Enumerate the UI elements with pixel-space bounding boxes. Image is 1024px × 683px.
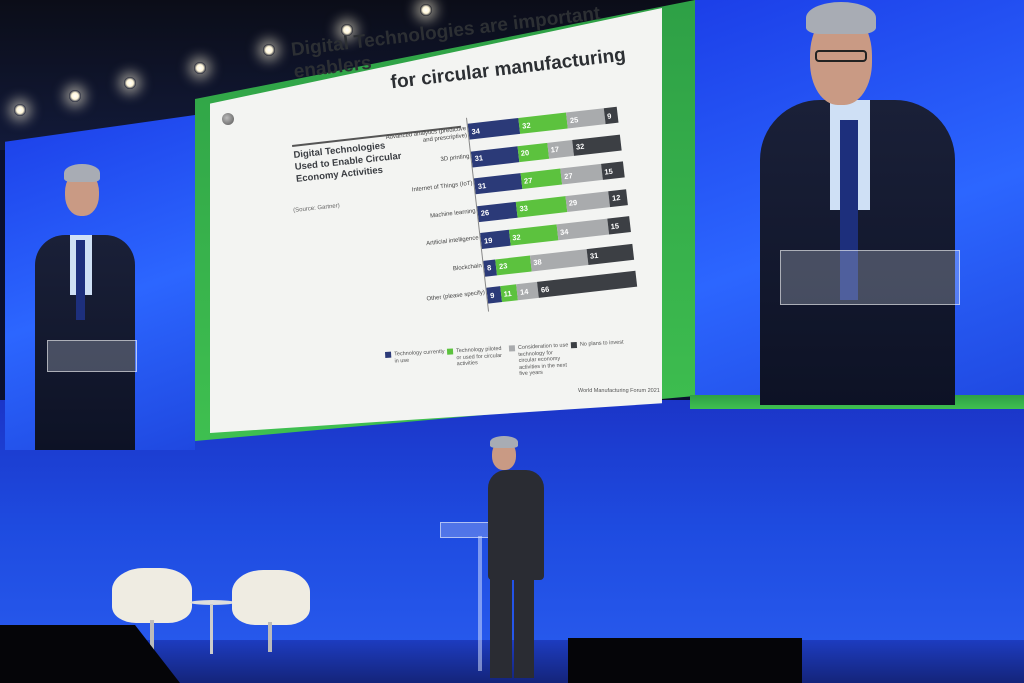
- legend-swatch: [385, 351, 392, 358]
- stage-light: [194, 62, 206, 74]
- stage-light: [263, 44, 275, 56]
- bar-row: 31 20 17 32: [470, 134, 622, 167]
- bar-segment: 34: [467, 117, 521, 140]
- bar-segment: 27: [520, 168, 563, 190]
- presenter-legs: [490, 578, 512, 678]
- bar-row: 31 27 27 15: [473, 161, 625, 195]
- bar-segment: 17: [546, 139, 574, 159]
- side-table: [190, 600, 235, 605]
- category-label: Blockchain: [452, 262, 483, 272]
- bar-segment: 31: [586, 243, 635, 265]
- bar-segment: 31: [473, 173, 522, 195]
- legend-entry: Technology currently in use: [385, 349, 446, 365]
- category-label: Machine learning: [429, 207, 476, 220]
- podium-stand: [478, 536, 482, 671]
- lounge-chair: [112, 568, 192, 623]
- stage-light: [420, 4, 432, 16]
- stage-light: [14, 104, 26, 116]
- speaker-on-right-screen: [760, 0, 960, 405]
- presenter: [488, 470, 544, 580]
- legend-label: No plans to invest: [579, 339, 624, 348]
- bar-segment: 66: [537, 270, 638, 298]
- bar-segment: 31: [470, 145, 519, 167]
- bar-segment: 32: [572, 134, 622, 156]
- chair-stand: [268, 622, 272, 652]
- bar-segment: 38: [529, 248, 588, 272]
- legend-swatch: [508, 345, 516, 352]
- stacked-bar-chart: Advanced analytics (predictive and presc…: [385, 78, 648, 319]
- stage-light: [69, 90, 81, 102]
- bar-segment: 27: [560, 163, 603, 185]
- legend-entry: Technology piloted or used for circular …: [446, 345, 508, 369]
- bar-segment: 9: [603, 106, 619, 125]
- legend-label: Technology currently in use: [393, 348, 445, 365]
- bar-segment: 11: [499, 284, 518, 303]
- bar-row: 34 32 25 9: [467, 106, 619, 140]
- category-label: Internet of Things (IoT): [411, 180, 473, 194]
- legend-entry: Consideration to use technology for circ…: [508, 342, 571, 378]
- bar-segment: 32: [518, 112, 568, 134]
- legend-label: Technology piloted or used for circular …: [455, 345, 503, 368]
- category-label: 3D printing: [440, 153, 470, 163]
- slide-footer: World Manufacturing Forum 2021: [578, 388, 660, 394]
- slide-logo: [222, 113, 234, 125]
- bar-segment: 25: [566, 108, 606, 129]
- presenter-legs: [514, 578, 534, 678]
- stage-light: [124, 77, 136, 89]
- lounge-chair: [232, 570, 310, 625]
- speaker-on-left-screen: [35, 160, 145, 450]
- bar-segment: 14: [516, 281, 539, 301]
- bar-segment: 33: [515, 195, 567, 218]
- bar-segment: 29: [564, 190, 610, 212]
- glasses: [815, 50, 867, 62]
- bar-segment: 20: [516, 142, 549, 162]
- bar-segment: 23: [495, 255, 532, 275]
- category-label: Other (please specify): [426, 289, 486, 303]
- category-label: Advanced analytics (predictive and presc…: [385, 125, 468, 144]
- side-table-leg: [210, 604, 213, 654]
- legend-swatch: [570, 341, 578, 349]
- bar-segment: 15: [600, 161, 625, 180]
- bar-row: 19 32 34 15: [480, 216, 631, 249]
- category-label: Artificial intelligence: [425, 235, 480, 248]
- bar-row: 26 33 29 12: [476, 188, 628, 222]
- bar-segment: 32: [508, 224, 558, 246]
- bar-segment: 19: [480, 229, 511, 249]
- chair-stand: [150, 620, 154, 650]
- bar-segment: 26: [476, 201, 518, 222]
- legend-label: Consideration to use technology for circ…: [517, 342, 569, 377]
- bar-segment: 34: [556, 218, 609, 241]
- bar-segment: 15: [606, 216, 631, 235]
- bar-row: 8 23 38 31: [483, 243, 635, 277]
- stage-light: [341, 24, 353, 36]
- stage-monitor: [568, 638, 802, 683]
- legend-swatch: [446, 348, 454, 355]
- bar-segment: 12: [608, 188, 628, 207]
